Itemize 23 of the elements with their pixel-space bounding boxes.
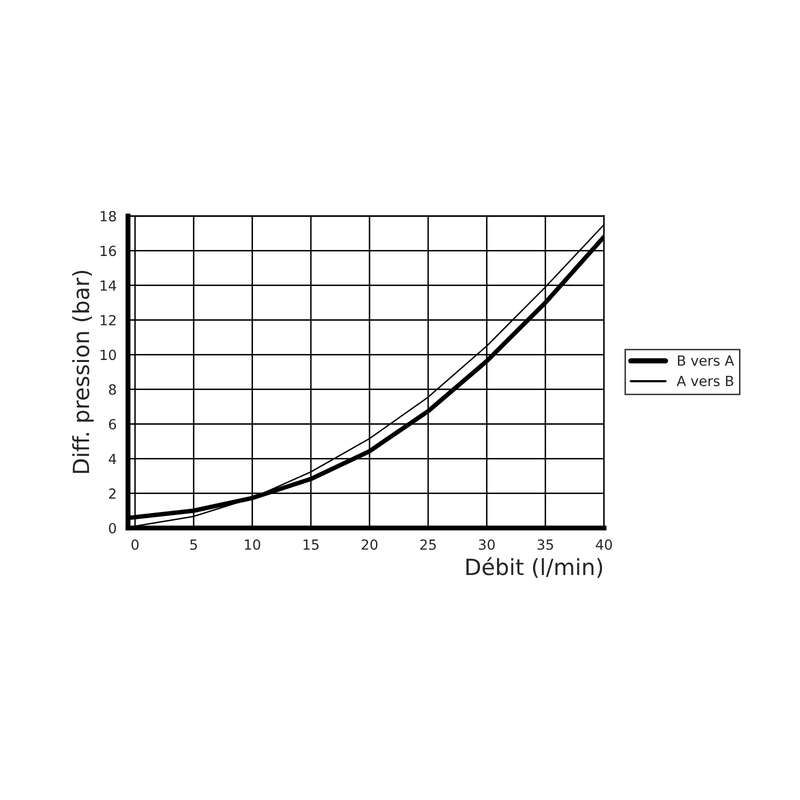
- x-tick-label: 0: [132, 539, 139, 550]
- y-tick-label: 4: [108, 454, 116, 464]
- y-tick-label: 6: [109, 418, 116, 430]
- y-tick-label: 2: [109, 488, 116, 499]
- y-tick-label: 14: [100, 280, 116, 291]
- y-tick-label: 10: [100, 350, 116, 360]
- x-tick-label: 35: [538, 539, 554, 550]
- y-tick-label: 16: [100, 246, 116, 256]
- y-tick-label: 8: [108, 384, 116, 395]
- y-axis-title: Diff. pression (bar): [72, 270, 94, 473]
- y-tick-label: 18: [100, 210, 116, 222]
- x-axis-title: Débit (l/min): [466, 557, 602, 578]
- y-tick-label: 12: [100, 314, 116, 326]
- x-tick-label: 30: [478, 539, 495, 550]
- x-tick-label: 25: [420, 539, 436, 550]
- x-tick-label: 15: [304, 540, 319, 550]
- x-tick-label: 5: [190, 540, 197, 550]
- legend-label: A vers B: [676, 376, 734, 386]
- legend-label: B vers A: [678, 356, 734, 366]
- x-tick-label: 20: [362, 539, 378, 550]
- x-tick-label: 40: [596, 539, 612, 550]
- x-tick-label: 10: [244, 539, 260, 550]
- y-tick-label: 0: [108, 522, 116, 534]
